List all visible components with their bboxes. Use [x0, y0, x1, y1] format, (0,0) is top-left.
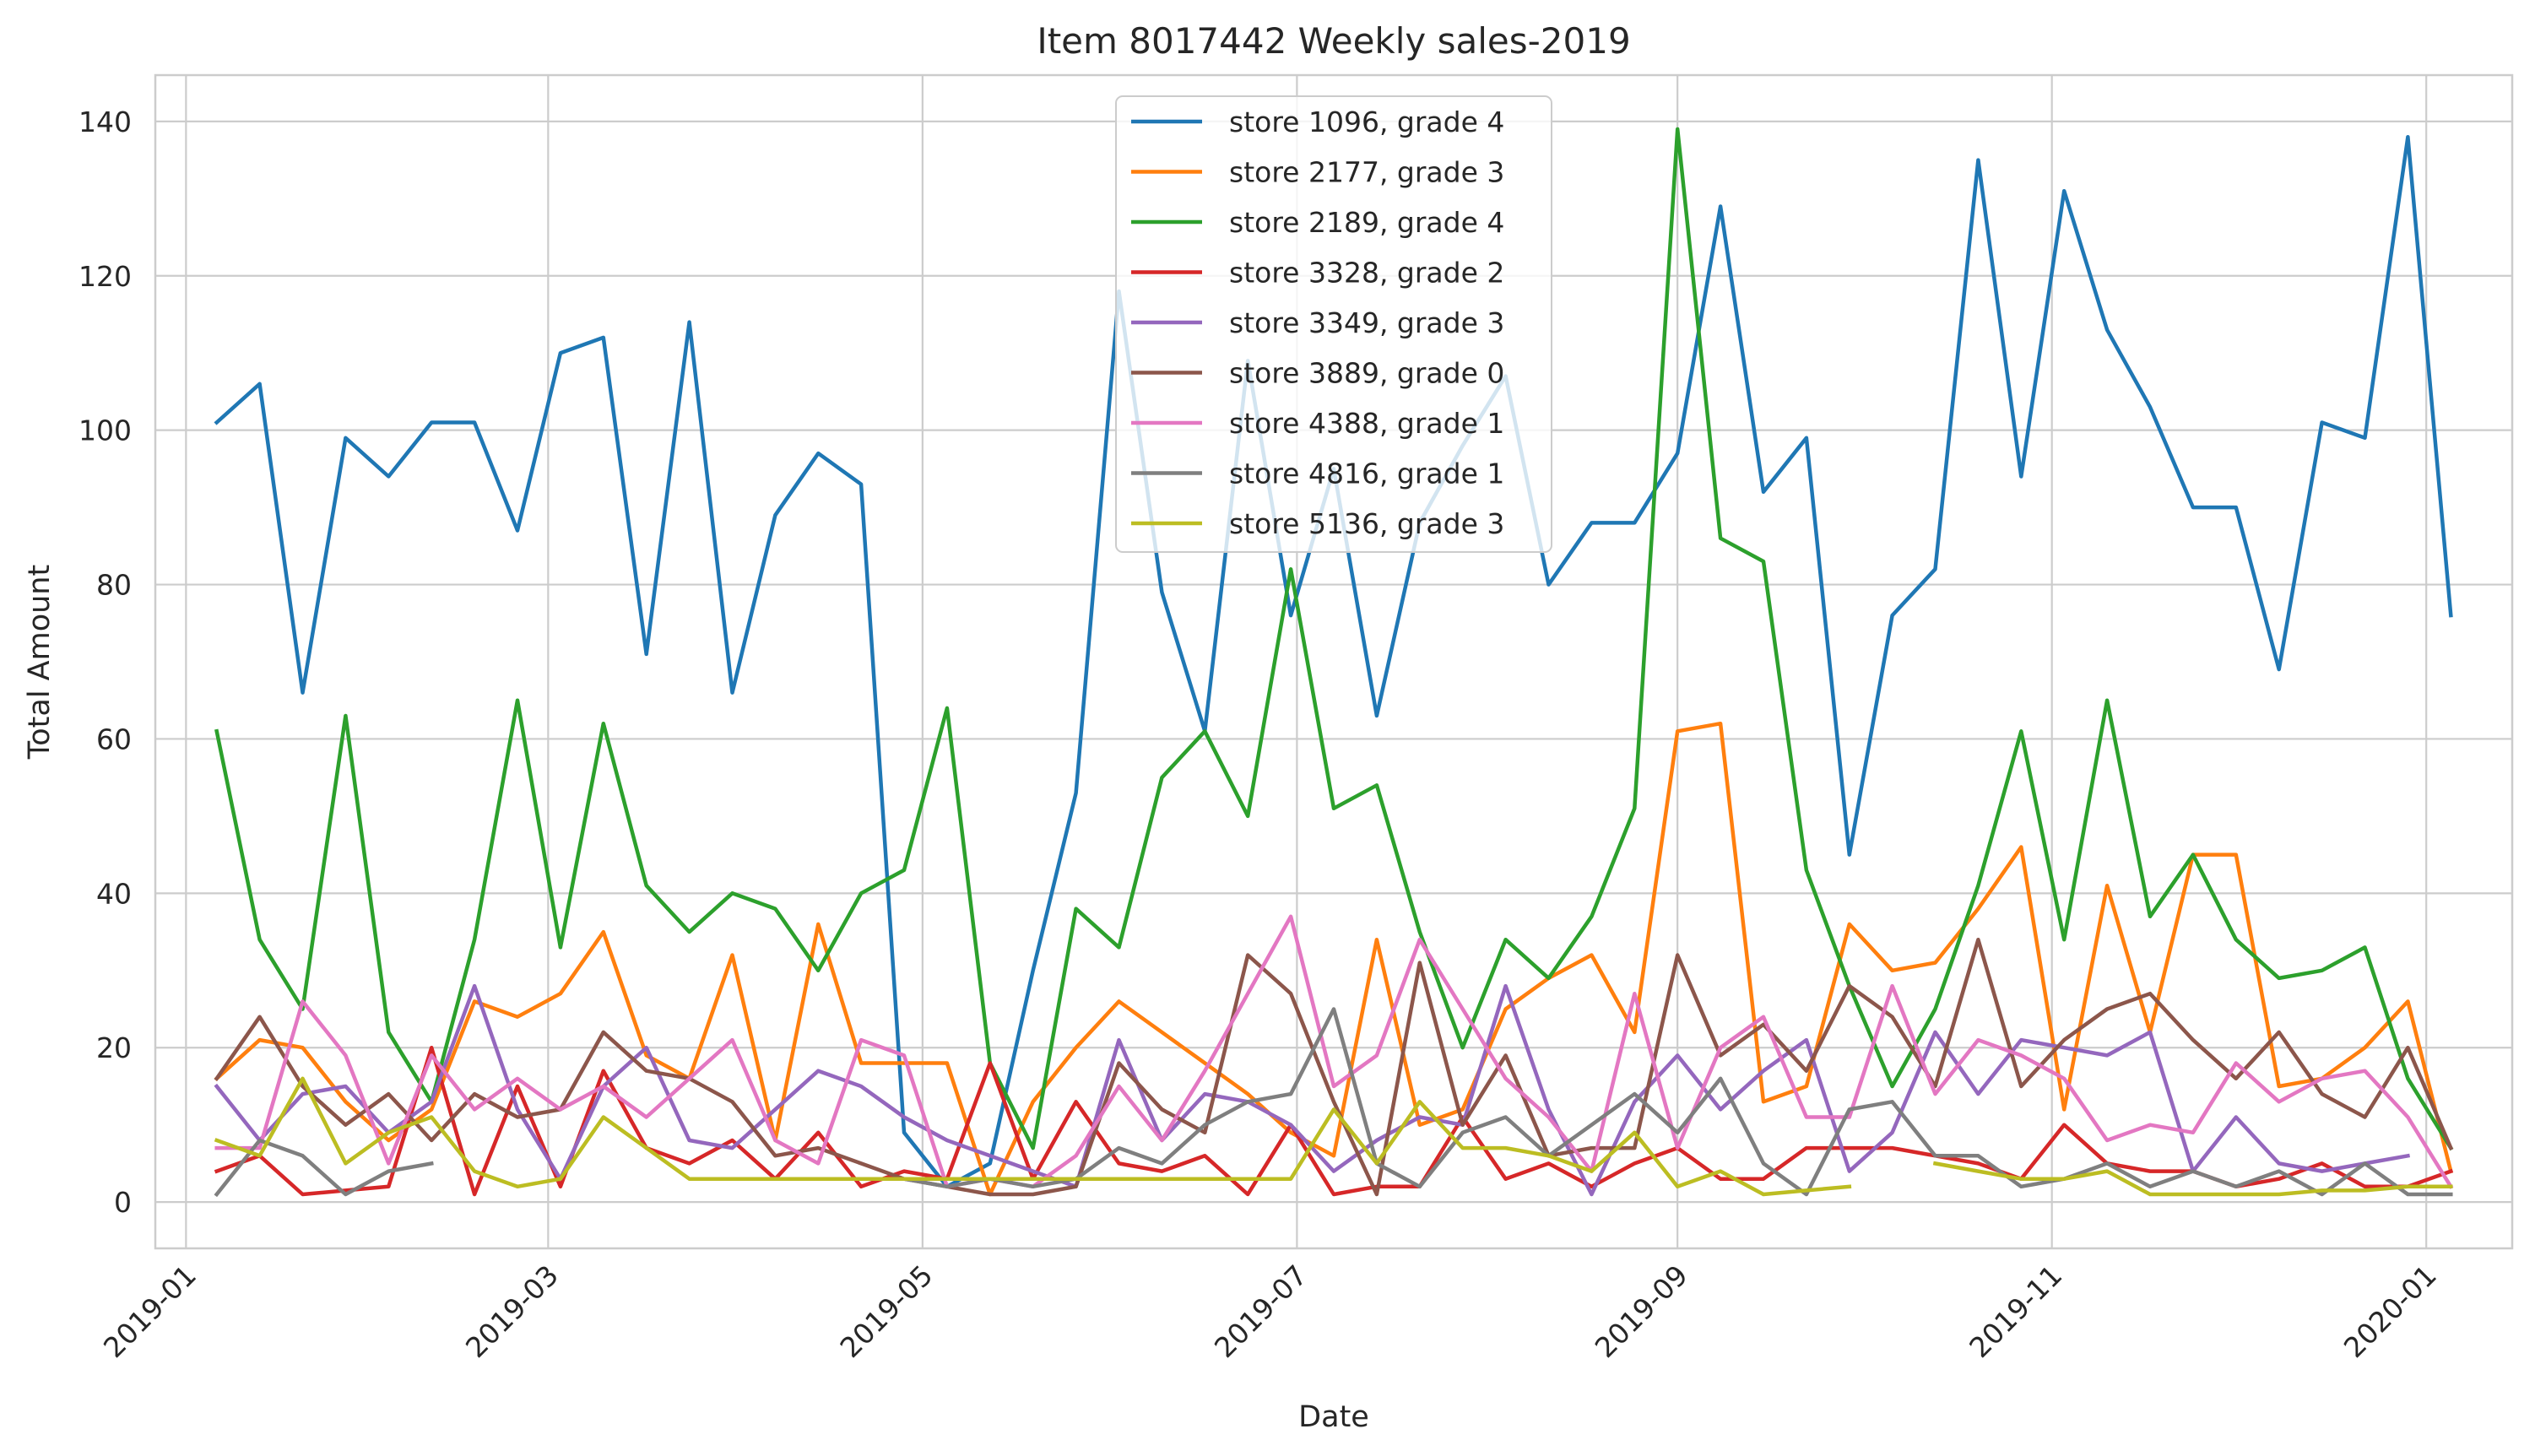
series-store-3349-grade-3 — [214, 983, 2411, 1197]
y-tick-label: 80 — [96, 569, 132, 602]
series-line — [214, 721, 2454, 1197]
legend-label: store 3889, grade 0 — [1229, 357, 1504, 390]
plot-frame — [154, 73, 2514, 1250]
series-line — [1932, 1161, 2453, 1197]
series-line — [214, 1138, 434, 1198]
y-tick-labels: 0 20 40 60 80 100 120 140 — [79, 106, 132, 1219]
legend-items: store 1096, grade 4 store 2177, grade 3 st… — [1131, 106, 1504, 540]
legend-label: store 2177, grade 3 — [1229, 156, 1504, 189]
series-line — [214, 914, 2454, 1189]
legend: store 1096, grade 4 store 2177, grade 3 st… — [1115, 95, 1552, 553]
legend-label: store 3328, grade 2 — [1229, 257, 1504, 290]
chart-title: Item 8017442 Weekly sales-2019 — [1037, 20, 1630, 62]
legend-label: store 5136, grade 3 — [1229, 507, 1504, 540]
series-line — [214, 1045, 2454, 1197]
y-tick-label: 0 — [114, 1186, 132, 1219]
series-lines — [214, 127, 2454, 1198]
y-tick-label: 100 — [79, 414, 132, 447]
legend-label: store 4816, grade 1 — [1229, 457, 1504, 490]
series-store-5136-grade-3 — [214, 1076, 2453, 1197]
series-store-2177-grade-3 — [214, 721, 2454, 1197]
y-tick-label: 20 — [96, 1031, 132, 1064]
series-store-2189-grade-4 — [214, 127, 2454, 1151]
y-tick-label: 40 — [96, 877, 132, 910]
y-tick-label: 140 — [79, 106, 132, 138]
legend-label: store 4388, grade 1 — [1229, 407, 1504, 440]
series-line — [214, 983, 2411, 1197]
y-tick-label: 60 — [96, 723, 132, 755]
x-axis-label: Date — [1298, 1400, 1369, 1434]
legend-box — [1115, 95, 1552, 553]
legend-label: store 1096, grade 4 — [1229, 106, 1504, 138]
series-store-4388-grade-1 — [214, 914, 2454, 1189]
y-tick-label: 120 — [79, 260, 132, 293]
series-line — [214, 937, 2454, 1197]
series-line — [214, 1076, 1852, 1197]
legend-label: store 2189, grade 4 — [1229, 206, 1504, 239]
legend-label: store 3349, grade 3 — [1229, 306, 1504, 339]
series-store-4816-grade-1 — [214, 1007, 2453, 1198]
series-line — [214, 127, 2454, 1151]
series-store-3889-grade-0 — [214, 937, 2454, 1197]
series-store-3328-grade-2 — [214, 1045, 2454, 1197]
y-axis-label: Total Amount — [23, 565, 57, 760]
series-line — [902, 1007, 2453, 1197]
